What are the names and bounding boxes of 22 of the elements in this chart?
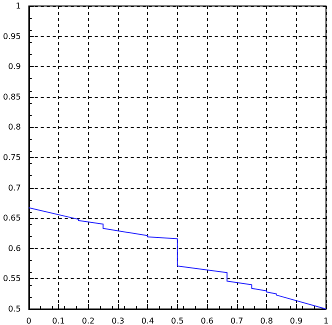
y-tick-label: 0.55 [3, 274, 21, 284]
x-tick-label: 0.6 [200, 316, 214, 325]
y-tick-label: 0.6 [8, 244, 21, 253]
x-tick-label: 0.7 [230, 316, 244, 325]
y-tick-label: 0.85 [3, 92, 21, 102]
y-tick-label: 0.95 [3, 32, 21, 41]
y-tick-label: 1 [16, 2, 21, 10]
x-tick-label: 0.1 [52, 316, 65, 325]
y-tick-label: 0.75 [3, 153, 21, 162]
x-tick-label: 0.4 [141, 316, 154, 325]
y-tick-label: 0.65 [3, 214, 21, 223]
y-tick-label: 0.9 [8, 62, 21, 72]
x-tick-label: 0.5 [171, 316, 184, 325]
x-tick-label: 1 [323, 316, 329, 325]
x-tick-label: 0.8 [260, 316, 273, 325]
y-tick-label: 0.7 [8, 183, 21, 192]
x-tick-label: 0.2 [82, 316, 95, 325]
x-tick-label: 0 [26, 316, 32, 325]
x-tick-label: 0.9 [290, 316, 303, 325]
x-tick-label: 0.3 [112, 316, 124, 325]
y-tick-label: 0.5 [8, 304, 21, 314]
y-tick-label: 0.8 [8, 122, 21, 132]
